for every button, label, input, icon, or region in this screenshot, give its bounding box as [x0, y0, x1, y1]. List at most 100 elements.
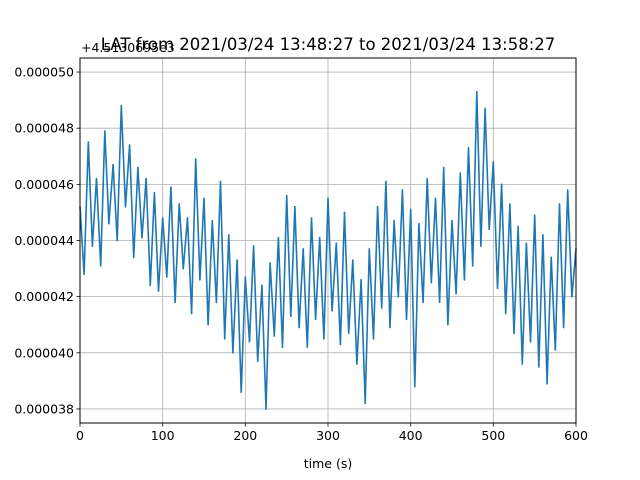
data-point	[252, 245, 255, 247]
data-point	[463, 279, 466, 281]
y-offset-label: +4.5130695e3	[81, 40, 175, 55]
data-point	[232, 352, 234, 354]
data-point	[525, 242, 528, 245]
data-point	[161, 217, 164, 219]
data-point	[488, 228, 491, 231]
data-point	[306, 346, 309, 349]
data-point	[393, 220, 395, 222]
data-point	[504, 312, 507, 315]
data-point	[87, 141, 90, 143]
data-point	[517, 225, 519, 228]
data-point	[509, 203, 511, 205]
data-point	[554, 349, 557, 351]
data-point	[314, 318, 317, 320]
data-point	[108, 222, 110, 225]
y-tick-label: 0.000050	[14, 65, 74, 80]
data-point	[455, 293, 457, 295]
data-point	[380, 307, 383, 309]
data-point	[546, 382, 548, 385]
data-point	[182, 267, 185, 270]
data-point	[558, 203, 561, 205]
data-point	[447, 323, 449, 326]
data-point	[302, 248, 305, 250]
data-point	[484, 107, 486, 110]
data-point	[327, 197, 329, 200]
x-tick-label: 200	[233, 428, 257, 443]
data-point	[323, 338, 325, 340]
data-point	[128, 144, 131, 146]
data-point	[149, 284, 152, 287]
data-point	[331, 309, 333, 312]
x-axis: 0 100 200 300 400 500 600	[76, 423, 588, 443]
data-point	[550, 256, 552, 259]
data-point	[104, 130, 106, 132]
data-point	[368, 248, 371, 250]
data-point	[186, 217, 189, 219]
data-point	[294, 206, 296, 208]
data-point	[566, 189, 569, 191]
data-point	[124, 206, 127, 208]
data-point	[145, 177, 147, 180]
data-point	[83, 273, 85, 276]
data-point	[414, 385, 416, 388]
data-point	[496, 287, 499, 290]
data-point	[132, 256, 135, 259]
data-point	[285, 194, 288, 197]
data-point	[178, 203, 180, 205]
x-tick-label: 300	[316, 428, 340, 443]
x-tick-label: 400	[399, 428, 423, 443]
data-point	[347, 332, 350, 335]
data-point	[409, 208, 412, 211]
data-point	[215, 301, 218, 304]
data-point	[533, 214, 536, 216]
data-point	[223, 338, 226, 340]
data-point	[228, 234, 230, 236]
data-point	[339, 343, 342, 346]
data-point	[137, 166, 139, 169]
data-point	[190, 312, 193, 315]
data-point	[352, 259, 354, 262]
data-point	[141, 236, 143, 239]
data-point	[256, 360, 259, 363]
data-point	[405, 318, 408, 320]
data-point	[261, 284, 263, 287]
data-point	[207, 323, 209, 326]
x-tick-label: 0	[76, 428, 84, 443]
data-point	[438, 301, 441, 304]
data-point	[236, 259, 238, 262]
series-group	[79, 90, 577, 410]
y-tick-label: 0.000040	[14, 345, 74, 360]
data-point	[240, 391, 242, 393]
data-point	[562, 326, 565, 329]
y-tick-label: 0.000048	[14, 121, 74, 136]
data-point	[513, 332, 515, 335]
data-point	[211, 220, 214, 222]
data-point	[529, 340, 532, 343]
y-tick-label: 0.000038	[14, 401, 74, 416]
data-point	[492, 161, 495, 163]
data-point	[194, 158, 197, 160]
data-point	[418, 222, 420, 225]
x-axis-label: time (s)	[304, 456, 352, 471]
data-point	[401, 189, 404, 191]
data-point	[120, 104, 123, 107]
y-axis: 0.000038 0.000040 0.000042 0.000044 0.000046…	[14, 65, 80, 416]
data-point	[397, 295, 400, 298]
data-point	[99, 265, 102, 267]
data-point	[467, 147, 470, 149]
data-point	[166, 276, 168, 278]
data-point	[426, 177, 429, 180]
data-point	[265, 408, 267, 410]
data-point	[422, 301, 424, 304]
data-point	[95, 177, 98, 180]
y-tick-label: 0.000046	[14, 177, 74, 192]
data-point	[112, 163, 114, 166]
x-tick-label: 600	[564, 428, 588, 443]
data-point	[269, 262, 271, 264]
data-point	[459, 172, 462, 174]
data-point	[389, 326, 391, 329]
y-tick-label: 0.000042	[14, 289, 74, 304]
data-point	[480, 245, 482, 247]
data-point	[451, 220, 453, 222]
